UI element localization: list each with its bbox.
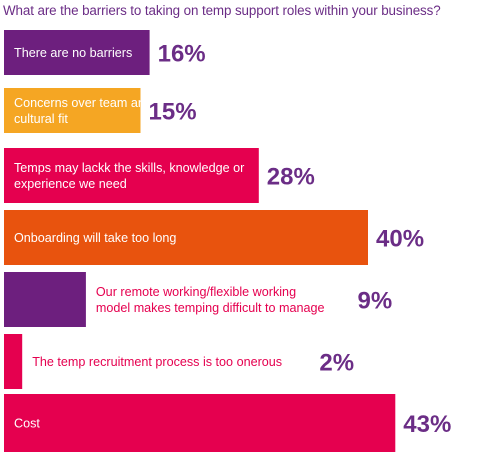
chart-title: What are the barriers to taking on temp …: [3, 3, 441, 18]
bar-label: There are no barriers: [14, 46, 132, 60]
bar-label: Concerns over team and cultural fit: [14, 96, 152, 126]
bar: [4, 30, 150, 75]
bar: [4, 394, 396, 452]
value-label: 28%: [267, 164, 315, 191]
bar: [4, 334, 23, 389]
bar-label: The temp recruitment process is too oner…: [32, 355, 282, 369]
bar-label: Temps may lackk the skills, knowledge or…: [14, 161, 244, 191]
bar-label: Cost: [14, 417, 40, 431]
bar: [4, 210, 368, 265]
value-label: 43%: [403, 411, 451, 438]
value-label: 9%: [358, 288, 393, 315]
bar: [4, 148, 259, 203]
value-label: 40%: [376, 226, 424, 253]
value-label: 2%: [319, 350, 354, 377]
bar-label: Our remote working/flexible working model…: [96, 285, 325, 315]
value-label: 16%: [158, 41, 206, 68]
bar: [4, 88, 141, 133]
bar: [4, 272, 86, 327]
value-label: 15%: [149, 99, 197, 126]
bar-label: Onboarding will take too long: [14, 231, 176, 245]
